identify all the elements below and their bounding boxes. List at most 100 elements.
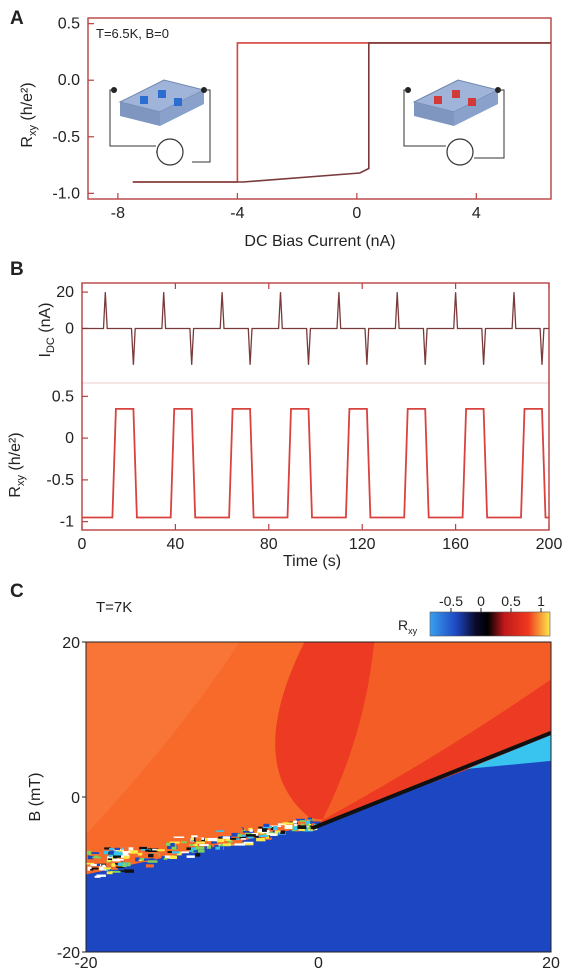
panel-c: C T=7K -0.5 0 0.5 1 Rxy 20 0 -20 -20 0 20 B (mT… [10,581,560,968]
heatmap-noise-cell [206,845,212,849]
heatmap-noise-cell [307,818,316,821]
heatmap-noise-cell [86,850,92,855]
heatmap-noise-cell [152,848,158,851]
panel-b-rxy-trace [82,408,549,519]
heatmap-noise-cell [139,846,147,850]
heatmap-noise-cell [104,850,110,855]
heatmap-noise-cell [181,851,189,854]
panel-a-series-2 [132,42,551,183]
panel-a-letter: A [10,8,24,29]
panel-a-y-tick-label: 0.5 [58,16,80,33]
heatmap-noise-cell [222,836,230,839]
heatmap-noise-cell [195,846,205,850]
heatmap-noise-cell [195,841,205,844]
heatmap-noise-cell [87,866,92,871]
heatmap-noise-cell [241,829,246,832]
panel-c-y-axis-label: B (mT) [27,773,44,822]
panel-b-x-tick-label: 80 [260,536,278,553]
heatmap-noise-cell [99,866,107,871]
heatmap-noise-cell [97,863,107,866]
heatmap-noise-cell [307,826,311,829]
heatmap-noise-cell [87,855,94,860]
heatmap-noise-cell [124,869,134,873]
heatmap-noise-cell [240,838,247,840]
heatmap-noise-cell [274,830,281,833]
heatmap-noise-cell [245,843,254,846]
panel-b-square-wave [82,408,549,519]
heatmap-noise-cell [310,820,321,824]
heatmap-noise-cell [116,866,125,869]
heatmap-noise-cell [145,864,154,868]
heatmap-noise-cell [293,820,298,824]
heatmap-noise-cell [256,831,263,834]
heatmap-noise-cell [106,859,115,862]
heatmap-noise-cell [181,841,187,844]
heatmap-noise-cell [110,867,118,870]
heatmap-noise-cell [139,858,148,860]
heatmap-noise-cell [311,823,315,826]
heatmap-noise-cell [307,817,312,820]
heatmap-noise-cell [96,863,101,866]
heatmap-noise-cell [106,871,113,875]
heatmap-noise-cell [232,840,243,844]
panel-a-y-tick-label: 0.0 [58,72,80,89]
heatmap-noise-cell [293,824,298,826]
panel-b-bottom-y-tick-label: 0 [65,430,74,447]
panel-b-x-ticks: 0 40 80 120 160 200 [78,283,563,553]
heatmap-noise-cell [90,863,102,867]
heatmap-noise-cell [164,855,170,859]
panel-b-x-tick-label: 200 [536,536,563,553]
heatmap-noise-cell [245,834,256,837]
panel-b-x-tick-label: 160 [442,536,469,553]
heatmap-noise-cell [113,861,121,865]
heatmap-noise-cell [236,838,240,840]
heatmap-noise-cell [107,855,112,859]
heatmap-noise-cell [237,833,242,837]
panel-b-current-pulses [82,292,549,365]
heatmap-noise-cell [104,847,111,850]
heatmap [86,642,551,952]
panel-a-y-axis-label: Rxy (h/e²) [19,82,39,147]
heatmap-noise-cell [128,847,134,852]
heatmap-noise-cell [89,854,99,856]
heatmap-noise-cell [114,851,119,855]
heatmap-noise-cell [244,841,254,845]
heatmap-regions [86,642,551,952]
panel-b-x-tick-label: 120 [349,536,376,553]
panel-a-y-tick-label: -0.5 [52,129,80,146]
panel-a-series-1 [132,42,551,183]
panel-b-bottom-y-ticks: 0.5 0 -0.5 -1 [46,388,88,531]
heatmap-noise-cell [186,847,194,850]
panel-c-y-ticks: 20 0 -20 [57,635,86,962]
heatmap-noise-cell [297,825,305,829]
heatmap-noise-cell [109,850,116,855]
panel-c-x-tick-label: -20 [74,955,97,968]
heatmap-noise-cell [147,860,158,863]
heatmap-noise-cell [258,826,265,829]
panel-c-x-tick-label: 0 [314,955,323,968]
heatmap-noise-cell [135,857,141,862]
heatmap-noise-cell [214,838,225,843]
colorbar-tick-label: 0 [477,593,485,609]
heatmap-noise-cell [218,836,223,839]
panel-a-y-tick-label: -1.0 [52,185,80,202]
heatmap-noise-cell [228,840,236,844]
heatmap-noise-cell [308,828,315,831]
heatmap-noise-cell [278,823,287,826]
panel-a-x-tick-label: 0 [352,205,361,222]
heatmap-noise-cell [109,868,119,872]
panel-c-x-ticks: -20 0 20 [74,955,560,968]
heatmap-noise-cell [168,838,175,841]
heatmap-noise-cell [260,832,265,835]
heatmap-noise-cell [186,855,195,858]
heatmap-noise-cell [90,868,94,871]
heatmap-noise-cell [273,826,278,830]
heatmap-noise-cell [293,826,300,830]
colorbar [429,611,551,637]
heatmap-noise-cell [111,863,116,867]
heatmap-noise-cell [113,854,121,858]
panel-a-x-tick-label: 4 [472,205,481,222]
heatmap-noise-cell [262,828,267,832]
colorbar-tick-label: 0.5 [501,593,521,609]
panel-a-x-tick-label: -8 [111,205,125,222]
